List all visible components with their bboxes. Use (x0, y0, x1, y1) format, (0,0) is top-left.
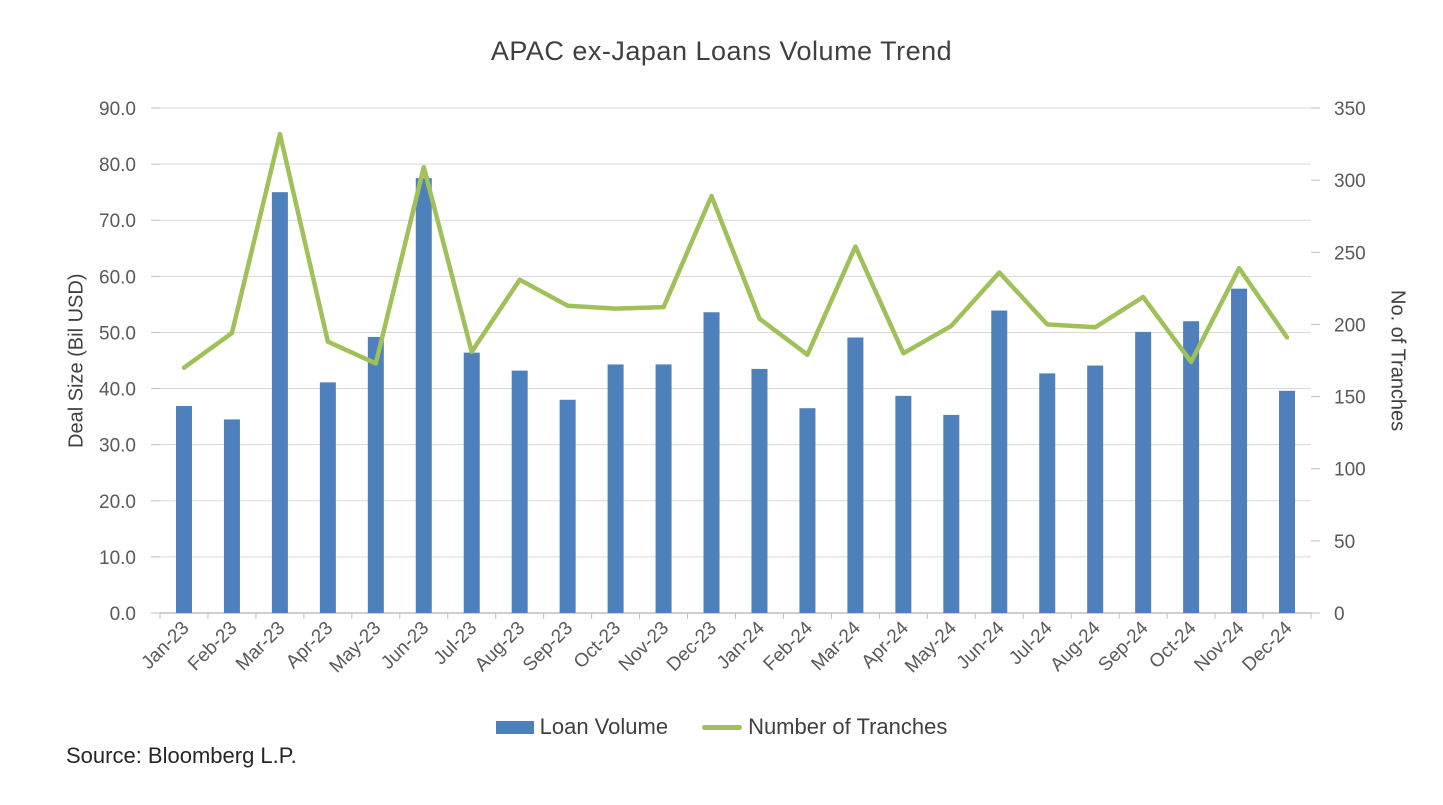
x-axis-label-Oct-23: Oct-23 (570, 618, 625, 673)
left-axis-tick-label: 0.0 (110, 604, 136, 625)
right-axis-tick-label: 350 (1334, 99, 1366, 120)
bar-Oct-23 (607, 364, 624, 613)
right-axis-tick-label: 0 (1334, 604, 1345, 625)
x-axis-label-Nov-23: Nov-23 (615, 618, 673, 676)
left-axis-tick-label: 20.0 (99, 492, 136, 513)
x-axis-label-Aug-23: Aug-23 (471, 618, 529, 676)
x-axis-label-Jan-23: Jan-23 (138, 618, 194, 674)
bar-Dec-23 (703, 312, 720, 613)
x-axis-label-Dec-24: Dec-24 (1238, 617, 1296, 675)
left-axis-tick-label: 70.0 (99, 211, 136, 232)
left-axis-title: Deal Size (Bil USD) (65, 273, 88, 448)
right-axis-title: No. of Tranches (1386, 289, 1409, 432)
x-axis-label-Mar-23: Mar-23 (232, 618, 289, 675)
legend-label-loan-volume: Loan Volume (539, 714, 669, 739)
x-axis-label-Nov-24: Nov-24 (1190, 617, 1248, 675)
legend-swatch-bar (495, 720, 534, 734)
bar-Jul-23 (463, 352, 480, 613)
x-axis-label-May-23: May-23 (326, 618, 386, 678)
legend: Loan Volume Number of Tranches (0, 712, 1443, 742)
left-axis-tick-label: 80.0 (99, 155, 136, 176)
tranches-line (181, 131, 1290, 370)
legend-swatch-line (702, 724, 743, 730)
bar-Mar-23 (271, 192, 288, 613)
right-axis-tick-label: 250 (1334, 243, 1366, 264)
bar-Dec-24 (1279, 390, 1296, 613)
x-axis-label-Feb-24: Feb-24 (760, 617, 818, 675)
x-axis-label-Dec-23: Dec-23 (663, 618, 721, 676)
x-axis-label-Jun-24: Jun-24 (953, 617, 1009, 673)
bar-May-23 (367, 336, 384, 613)
bar-Mar-24 (847, 337, 864, 613)
left-axis-tick-label: 40.0 (99, 380, 136, 401)
right-axis-tick-label: 200 (1334, 315, 1366, 336)
bar-Jul-24 (1039, 373, 1056, 613)
x-axis-label-Feb-23: Feb-23 (184, 618, 241, 675)
left-axis-tick-label: 90.0 (99, 99, 136, 120)
legend-item-loan-volume: Loan Volume (495, 714, 669, 740)
right-axis-tick-label: 50 (1334, 532, 1355, 553)
bar-Sep-24 (1135, 331, 1152, 613)
right-axis-tick-label: 300 (1334, 171, 1366, 192)
bar-Apr-24 (895, 395, 912, 613)
bar-Jun-23 (415, 178, 432, 613)
left-axis-tick-label: 50.0 (99, 323, 136, 344)
left-axis-tick-label: 30.0 (99, 436, 136, 457)
x-axis-label-Sep-23: Sep-23 (519, 618, 577, 676)
x-axis-label-Jun-23: Jun-23 (377, 618, 433, 674)
bar-Aug-23 (511, 370, 528, 613)
source-note: Source: Bloomberg L.P. (66, 743, 297, 768)
x-axis-label-Jan-24: Jan-24 (713, 617, 769, 673)
bar-Apr-23 (319, 382, 336, 613)
x-axis-label-May-24: May-24 (901, 617, 961, 677)
x-axis-label-Aug-24: Aug-24 (1047, 617, 1105, 675)
bar-Feb-23 (223, 419, 240, 613)
right-axis-tick-label: 150 (1334, 388, 1366, 409)
x-axis-label-Sep-24: Sep-24 (1094, 617, 1152, 675)
chart-title: APAC ex-Japan Loans Volume Trend (490, 36, 953, 66)
bar-Jun-24 (991, 310, 1008, 613)
bar-Jan-23 (175, 405, 192, 613)
left-axis-tick-label: 60.0 (99, 267, 136, 288)
right-axis-tick-label: 100 (1334, 460, 1366, 481)
bar-Sep-23 (559, 399, 576, 613)
legend-item-number-of-tranches: Number of Tranches (702, 714, 947, 740)
left-axis-tick-label: 10.0 (99, 548, 136, 569)
bar-Nov-23 (655, 364, 672, 613)
legend-label-number-of-tranches: Number of Tranches (748, 714, 948, 739)
bar-Aug-24 (1087, 365, 1104, 613)
bar-Jan-24 (751, 368, 768, 613)
bar-Feb-24 (799, 408, 816, 613)
bar-Oct-24 (1183, 321, 1200, 613)
bar-Nov-24 (1231, 288, 1248, 613)
x-axis-label-Mar-24: Mar-24 (808, 617, 866, 675)
bar-May-24 (943, 414, 960, 613)
